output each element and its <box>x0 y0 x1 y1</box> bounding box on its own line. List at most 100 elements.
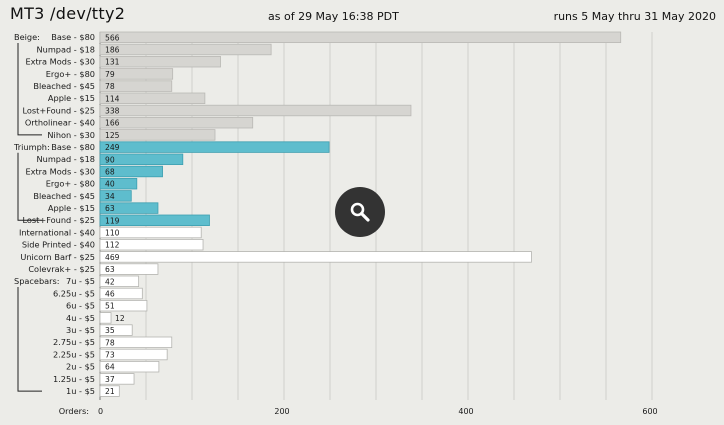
group-label: Triumph: <box>13 142 50 152</box>
bar <box>99 153 184 166</box>
bar-value-label: 68 <box>105 168 115 177</box>
bar <box>99 226 202 239</box>
bar-value-label: 63 <box>105 204 115 213</box>
bar-value-label: 79 <box>105 70 115 79</box>
bar <box>99 324 133 336</box>
bar <box>99 165 163 178</box>
x-axis-label: Orders: <box>59 406 89 416</box>
bar <box>99 177 138 190</box>
bar <box>99 287 143 300</box>
x-tick-label: 0 <box>98 407 103 416</box>
x-tick-label: 200 <box>274 407 289 416</box>
bar-category-label: Bleached - $45 <box>33 191 95 201</box>
bar-value-label: 131 <box>105 58 120 67</box>
bar-category-label: International - $40 <box>19 227 95 237</box>
bar-value-label: 249 <box>105 143 120 152</box>
bar <box>99 190 132 202</box>
bar-category-label: 2.25u - $5 <box>53 349 95 359</box>
bar-value-label: 112 <box>105 241 120 250</box>
bar-value-label: 90 <box>105 155 115 164</box>
bar-category-label: 1u - $5 <box>66 386 95 396</box>
bar <box>99 104 412 117</box>
x-tick-label: 400 <box>458 407 473 416</box>
as-of-timestamp: as of 29 May 16:38 PDT <box>268 10 399 23</box>
bar-category-label: Ortholinear - $40 <box>25 118 95 128</box>
bar-value-label: 338 <box>105 107 120 116</box>
bar <box>99 43 272 56</box>
bar-value-label: 12 <box>115 314 125 323</box>
bar-category-label: 2.75u - $5 <box>53 337 95 347</box>
bar <box>99 129 216 141</box>
bar <box>99 202 159 214</box>
group-bracket <box>17 152 42 221</box>
bar <box>99 214 210 227</box>
bar-value-label: 51 <box>105 302 115 311</box>
bar-category-label: 6u - $5 <box>66 301 95 311</box>
bar-value-label: 63 <box>105 265 115 274</box>
bar-category-label: Apple - $15 <box>48 93 95 103</box>
x-tick-label: 600 <box>642 407 657 416</box>
bar-value-label: 35 <box>105 326 115 335</box>
bar <box>99 336 173 349</box>
run-date-range: runs 5 May thru 31 May 2020 <box>553 10 716 23</box>
bar-value-label: 114 <box>105 94 120 103</box>
bar <box>99 251 532 263</box>
bar-value-label: 125 <box>105 131 120 140</box>
bar-category-label: 1.25u - $5 <box>53 374 95 384</box>
bar-value-label: 64 <box>105 363 115 372</box>
bar-category-label: 3u - $5 <box>66 325 95 335</box>
group-bracket <box>17 287 42 392</box>
bar <box>99 299 148 312</box>
group-label: Beige: <box>14 32 40 42</box>
bar-value-label: 40 <box>105 180 115 189</box>
bar <box>99 92 206 105</box>
bar <box>99 238 204 251</box>
bar-value-label: 186 <box>105 46 120 55</box>
bar-value-label: 21 <box>105 387 115 396</box>
bar-category-label: Base - $80 <box>51 142 95 152</box>
bar-value-label: 42 <box>105 277 115 286</box>
bar-category-label: Bleached - $45 <box>33 81 95 91</box>
bar-value-label: 78 <box>105 338 115 347</box>
bar <box>99 312 112 324</box>
bar <box>99 141 330 153</box>
bar-category-label: Extra Mods - $30 <box>25 57 95 67</box>
page-title: MT3 /dev/tty2 <box>10 4 126 23</box>
bar-category-label: Numpad - $18 <box>37 44 96 54</box>
bar <box>99 31 622 44</box>
bar-category-label: Extra Mods - $30 <box>25 166 95 176</box>
bar <box>99 360 160 373</box>
bar-value-label: 119 <box>105 216 120 225</box>
bar-value-label: 73 <box>105 351 115 360</box>
bar-category-label: Lost+Found - $25 <box>22 105 95 115</box>
bar <box>99 56 221 68</box>
bar-category-label: Ergo+ - $80 <box>46 179 95 189</box>
bar-value-label: 34 <box>105 192 115 201</box>
bar-category-label: Apple - $15 <box>48 203 95 213</box>
bar-value-label: 166 <box>105 119 120 128</box>
bar <box>99 117 254 129</box>
bar-category-label: 2u - $5 <box>66 362 95 372</box>
bar <box>99 373 135 385</box>
bar-category-label: 6.25u - $5 <box>53 288 95 298</box>
bar-category-label: Colevrak+ - $25 <box>28 264 95 274</box>
bar-value-label: 46 <box>105 290 115 299</box>
bar-category-label: 7u - $5 <box>66 276 95 286</box>
zoom-button[interactable] <box>335 187 385 237</box>
bar <box>99 275 140 288</box>
bar-category-label: Unicorn Barf - $25 <box>20 252 95 262</box>
bar-value-label: 566 <box>105 33 120 42</box>
bar <box>99 385 120 397</box>
bar-value-label: 469 <box>105 253 120 262</box>
bar-category-label: Lost+Found - $25 <box>22 215 95 225</box>
bar-value-label: 78 <box>105 82 115 91</box>
bar <box>99 263 159 275</box>
bar <box>99 80 173 92</box>
bar-category-label: Side Printed - $40 <box>22 240 95 250</box>
bar-category-label: Nihon - $30 <box>47 130 95 140</box>
bar-value-label: 110 <box>105 229 120 238</box>
group-bracket <box>17 43 42 136</box>
bar-category-label: Ergo+ - $80 <box>46 69 95 79</box>
bar <box>99 348 168 361</box>
